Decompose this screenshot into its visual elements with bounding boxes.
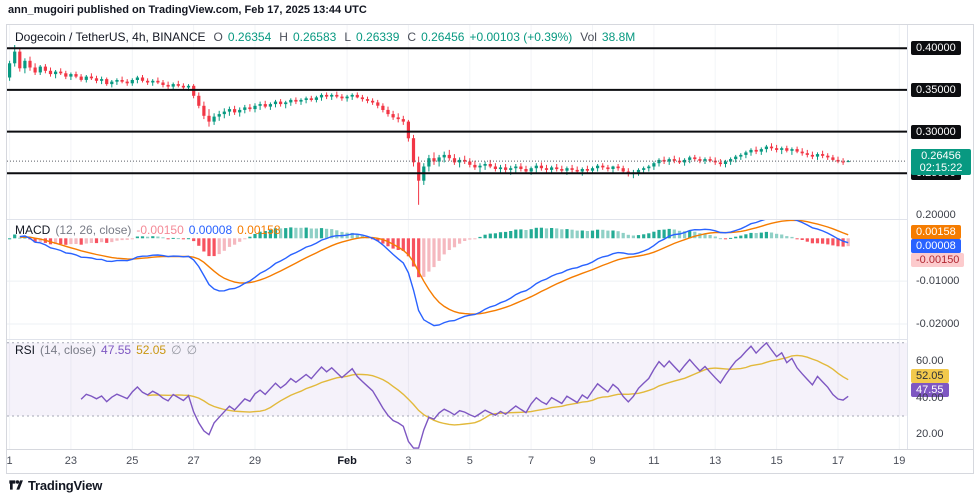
- time-axis-label: 27: [187, 455, 200, 467]
- time-axis-label: 23: [64, 455, 78, 467]
- open-value: 0.26354: [227, 30, 272, 44]
- macd-hist-value: -0.00150: [136, 223, 184, 237]
- price-line-label: 0.40000: [911, 41, 961, 55]
- attribution: ann_mugoiri published on TradingView.com…: [8, 4, 367, 16]
- rsi-scale-label: 20.00: [916, 428, 944, 440]
- time-axis-label: 13: [709, 455, 722, 467]
- tradingview-brand[interactable]: TradingView: [28, 477, 103, 493]
- price-scale-label: 0.20000: [916, 209, 956, 221]
- price-line-label: 0.35000: [911, 83, 961, 97]
- time-scale-axis[interactable]: 1 23 25 27 29 Feb 3 5 7 9 11 13 15 17 19: [6, 449, 973, 473]
- time-axis-label: 19: [893, 455, 906, 467]
- price-panel-canvas[interactable]: [7, 25, 907, 219]
- close-label: C: [407, 30, 417, 44]
- time-axis-label: 25: [126, 455, 139, 467]
- time-axis-label: 9: [589, 455, 596, 467]
- high-value: 0.26583: [292, 30, 337, 44]
- symbol-title[interactable]: Dogecoin / TetherUS, 4h, BINANCE: [15, 30, 206, 44]
- time-axis-label: 3: [405, 455, 412, 467]
- time-axis-label: 7: [528, 455, 535, 467]
- time-axis-label: 1: [6, 455, 13, 467]
- price-line-label: 0.30000: [911, 125, 961, 139]
- rsi-panel-canvas[interactable]: [7, 339, 907, 449]
- volume-label: Vol: [580, 30, 597, 44]
- rsi-params: (14, close): [40, 343, 97, 357]
- macd-scale-badge: -0.00150: [911, 253, 965, 267]
- macd-panel-canvas[interactable]: [7, 219, 907, 339]
- low-value: 0.26339: [356, 30, 400, 44]
- bar-countdown: 02:15:22: [919, 162, 963, 174]
- macd-scale-label: -0.01000: [916, 275, 960, 287]
- time-axis-label: 29: [248, 455, 262, 467]
- price-macd-separator[interactable]: [7, 219, 973, 220]
- macd-signal-value: 0.00158: [237, 223, 281, 237]
- macd-params: (12, 26, close): [55, 223, 132, 237]
- rsi-scale-badge: 52.05: [911, 369, 949, 383]
- rsi-empty-value-1: ∅: [171, 343, 182, 357]
- last-price-value: 0.26456: [921, 150, 961, 162]
- macd-line-value: 0.00008: [188, 223, 233, 237]
- rsi-empty-value-2: ∅: [186, 343, 198, 357]
- macd-legend: MACD (12, 26, close) -0.00150 0.00008 0.…: [15, 223, 281, 237]
- open-label: O: [213, 30, 223, 44]
- rsi-scale-label: 60.00: [916, 355, 944, 367]
- rsi-scale-badge: 47.55: [911, 383, 949, 397]
- time-axis-label: 15: [770, 455, 783, 467]
- time-axis-label: Feb: [337, 455, 357, 467]
- price-scale-axis[interactable]: 0.400000.350000.300000.250000.200000.264…: [907, 25, 973, 449]
- change-value: +0.00103 (+0.39%): [469, 30, 573, 44]
- low-label: L: [344, 30, 352, 44]
- footer: TradingView: [8, 477, 102, 493]
- macd-scale-badge: 0.00158: [911, 225, 961, 239]
- rsi-legend: RSI (14, close) 47.55 52.05 ∅ ∅: [15, 343, 197, 357]
- rsi-ma-value: 52.05: [136, 343, 167, 357]
- time-axis-label: 5: [466, 455, 473, 467]
- high-label: H: [279, 30, 288, 44]
- volume-value: 38.8M: [601, 30, 636, 44]
- chart-frame: 0.400000.350000.300000.250000.200000.264…: [6, 24, 974, 474]
- macd-rsi-separator[interactable]: [7, 339, 973, 340]
- rsi-scale-label: 40.00: [916, 392, 944, 404]
- rsi-value: 47.55: [101, 343, 132, 357]
- price-legend: Dogecoin / TetherUS, 4h, BINANCE O 0.2635…: [15, 30, 635, 44]
- time-axis-label: 11: [648, 455, 660, 467]
- macd-scale-badge: 0.00008: [911, 239, 961, 253]
- tradingview-logo-icon[interactable]: [8, 477, 24, 493]
- time-axis-label: 17: [831, 455, 845, 467]
- close-value: 0.26456: [421, 30, 465, 44]
- last-price-countdown-badge: 0.26456 02:15:22: [911, 149, 971, 175]
- macd-title[interactable]: MACD: [15, 223, 51, 237]
- macd-scale-label: -0.02000: [916, 318, 960, 330]
- rsi-title[interactable]: RSI: [15, 343, 36, 357]
